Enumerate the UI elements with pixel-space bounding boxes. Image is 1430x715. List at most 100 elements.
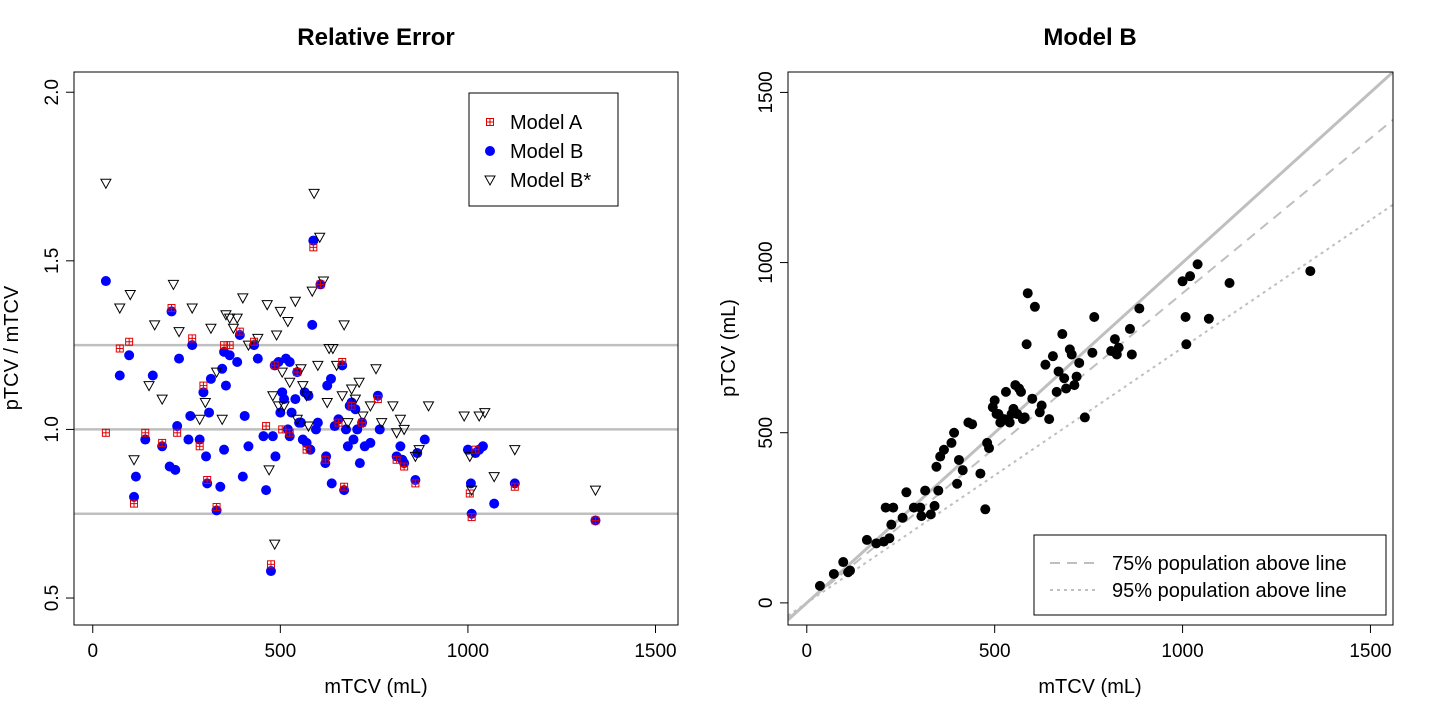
data-point (1087, 347, 1098, 358)
data-point (125, 337, 134, 346)
data-point (897, 512, 908, 523)
data-point (342, 441, 353, 452)
data-point (465, 489, 474, 498)
data-point (167, 304, 176, 313)
data-point (345, 384, 358, 395)
data-point (353, 377, 365, 389)
data-point (348, 434, 359, 445)
data-point (1185, 271, 1196, 282)
legend-swatch (486, 118, 494, 126)
legend-label: Model B (510, 141, 583, 163)
data-point (251, 333, 264, 345)
data-point (413, 445, 425, 456)
data-point (101, 428, 110, 437)
data-point (510, 482, 519, 491)
data-point (478, 408, 491, 419)
data-point (295, 417, 306, 428)
data-point (471, 445, 480, 454)
data-point (225, 341, 234, 350)
data-point (1192, 259, 1203, 270)
x-tick-label: 500 (979, 641, 1011, 662)
data-point (158, 438, 167, 447)
data-point (261, 485, 272, 496)
data-point (300, 391, 313, 402)
data-point (291, 414, 304, 426)
data-point (114, 370, 125, 381)
data-point (205, 373, 216, 384)
data-point (198, 387, 209, 398)
data-point (1224, 277, 1235, 288)
data-point (358, 418, 367, 427)
data-point (270, 451, 281, 462)
legend-label: 75% population above line (1112, 553, 1347, 575)
data-points (814, 259, 1316, 591)
data-point (326, 478, 337, 489)
plot-frame (73, 71, 679, 626)
data-point (219, 444, 230, 455)
data-point (419, 434, 430, 445)
data-point (886, 519, 897, 530)
data-point (589, 485, 602, 497)
data-point (321, 397, 334, 409)
data-point (373, 395, 382, 404)
data-point (183, 434, 194, 445)
data-point (340, 424, 351, 435)
data-point (289, 296, 302, 308)
data-point (276, 367, 289, 379)
data-point (224, 350, 235, 361)
data-point (901, 487, 912, 498)
relative-error-panel: Relative Error mTCV (mL) pTCV / mTCV 0 50… (1, 24, 679, 698)
data-point (845, 565, 856, 576)
data-point (591, 516, 600, 525)
data-point (130, 471, 141, 482)
data-point (143, 381, 155, 392)
data-point (357, 411, 369, 422)
data-point (412, 448, 423, 459)
data-point (828, 568, 839, 579)
data-point (258, 431, 269, 442)
x-axis-label: mTCV (mL) (1038, 676, 1141, 698)
data-point (1126, 349, 1137, 360)
x-tick-label: 1000 (447, 641, 489, 662)
data-point (336, 391, 349, 402)
data-point (1069, 380, 1080, 391)
data-point (915, 502, 926, 513)
data-point (274, 306, 287, 318)
data-point (100, 276, 111, 287)
data-point (100, 178, 112, 190)
data-point (1051, 386, 1062, 397)
data-point (217, 363, 228, 374)
data-point (266, 391, 279, 402)
data-point (321, 455, 330, 464)
data-point (387, 401, 399, 412)
data-point (284, 356, 295, 367)
data-point (871, 538, 882, 549)
data-point (953, 454, 964, 465)
data-point (236, 293, 249, 304)
data-point (1027, 393, 1038, 404)
data-point (193, 414, 206, 426)
y-tick-label: 2.0 (42, 79, 63, 105)
data-point (1180, 312, 1191, 323)
data-point (967, 419, 978, 430)
data-point (266, 560, 275, 569)
data-point (1000, 386, 1011, 397)
data-point (124, 290, 137, 301)
data-point (334, 418, 343, 427)
data-point (223, 313, 236, 325)
y-tick-label: 0.5 (42, 585, 63, 611)
data-point (270, 361, 279, 370)
data-point (488, 472, 501, 483)
data-point (210, 367, 223, 379)
legend-box (1033, 534, 1387, 616)
data-point (279, 394, 290, 405)
data-point (1019, 412, 1030, 423)
data-point (1134, 303, 1145, 314)
data-point (194, 434, 205, 445)
data-point (395, 441, 406, 452)
data-point (316, 280, 325, 289)
data-point (307, 319, 318, 330)
data-point (124, 350, 135, 361)
data-point (888, 502, 899, 513)
data-point (203, 476, 212, 485)
